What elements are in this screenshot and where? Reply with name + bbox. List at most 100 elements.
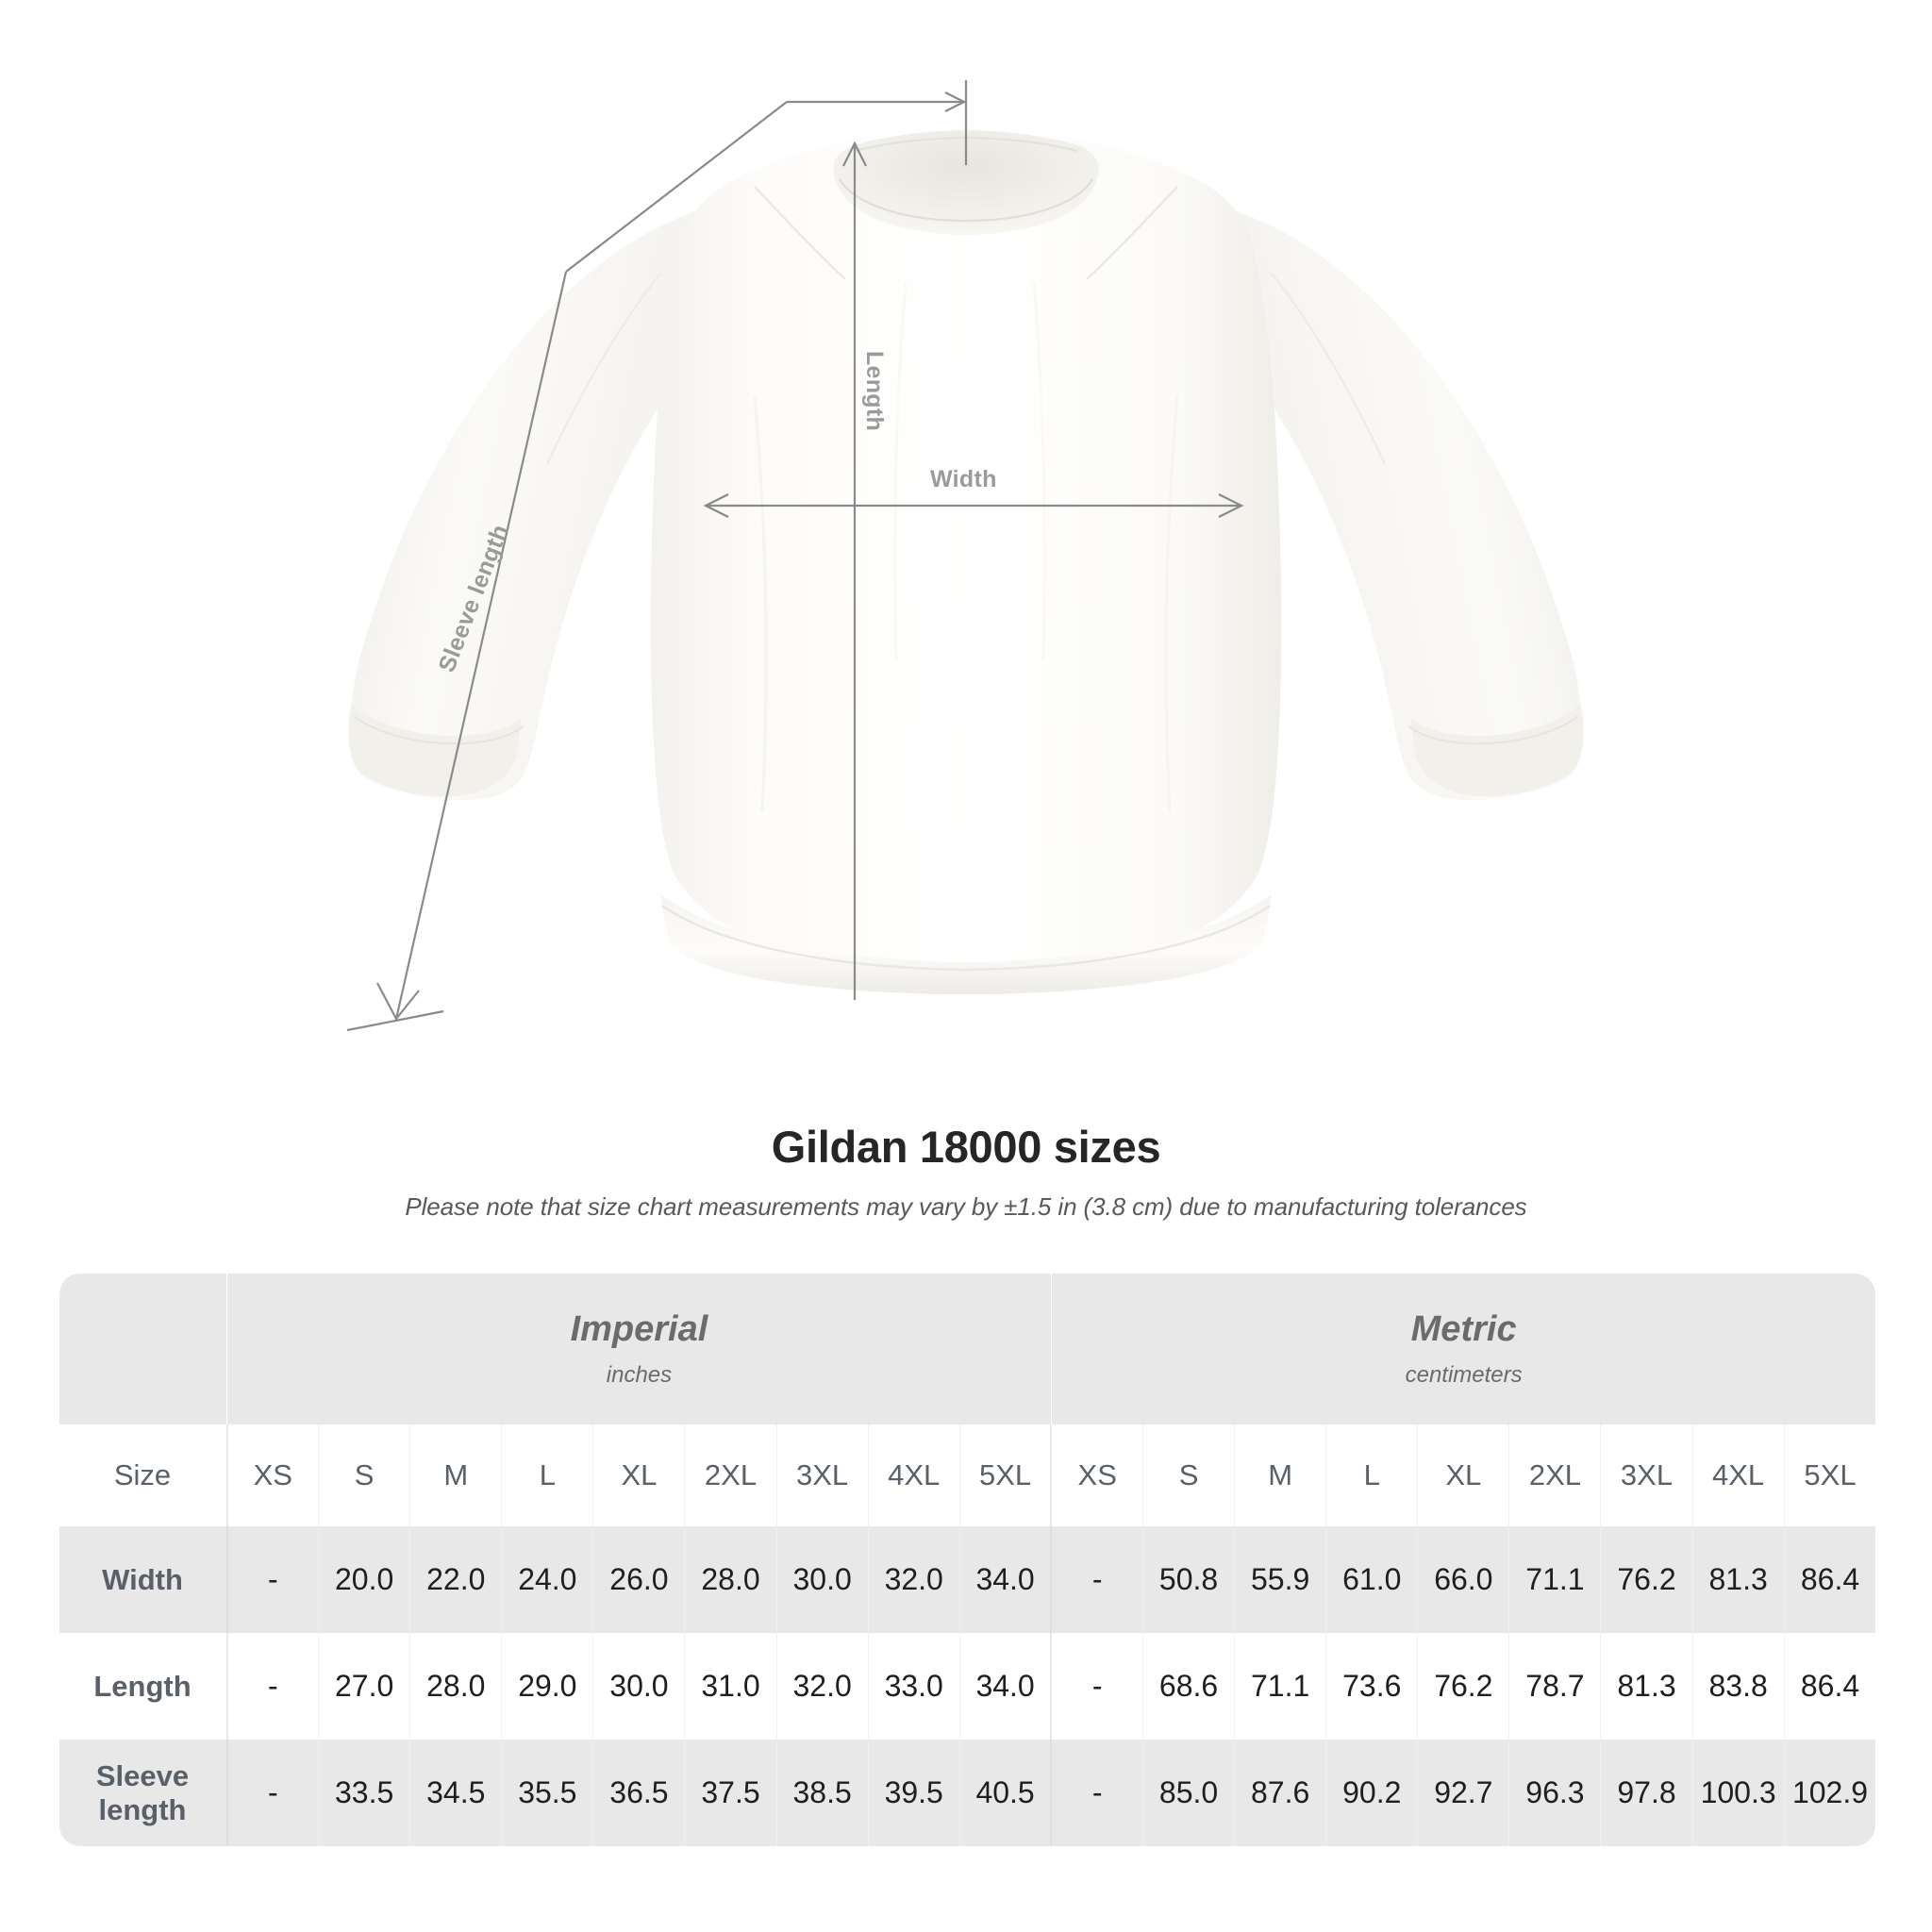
cell-width-met-xs: - [1050,1526,1143,1633]
measurement-guides [346,80,1244,1032]
cell-width-met-5xl: 86.4 [1783,1526,1876,1633]
unit-banner-row: Imperial inches Metric centimeters [58,1274,1876,1424]
sleeve-bottom-tick [346,1009,444,1032]
cell-sleeve-imp-l: 35.5 [501,1740,593,1846]
header-cell-imp-2xl: 2XL [684,1424,777,1526]
row-label-length: Length [58,1633,227,1740]
sleeve-guide-upper-diagonal [565,101,788,273]
cell-length-met-s: 68.6 [1141,1633,1235,1740]
cell-length-imp-xl: 30.0 [592,1633,685,1740]
metric-label: Metric [1410,1309,1517,1350]
arrowhead-down-sleeve [376,982,420,1021]
sweatshirt-shape [348,130,1584,994]
cell-width-imp-2xl: 28.0 [684,1526,777,1633]
cell-width-imp-s: 20.0 [318,1526,410,1633]
imperial-sublabel: inches [606,1361,673,1388]
cell-sleeve-imp-s: 33.5 [318,1740,410,1846]
cell-length-imp-2xl: 31.0 [684,1633,777,1740]
cell-sleeve-met-l: 90.2 [1325,1740,1418,1846]
header-cell-met-xs: XS [1050,1424,1143,1526]
header-cell-imp-xs: XS [225,1424,319,1526]
cell-width-met-3xl: 76.2 [1600,1526,1693,1633]
cell-sleeve-met-3xl: 97.8 [1600,1740,1693,1846]
header-cell-met-4xl: 4XL [1691,1424,1785,1526]
row-label-sleeve-length: Sleeve length [58,1740,227,1846]
header-cell-imp-m: M [409,1424,502,1526]
arrowhead-right-top [944,92,967,112]
sweatshirt-graphic [346,80,1584,1032]
arrowhead-left-width [703,493,729,518]
table-header-row: Size XS S M L XL 2XL 3XL 4XL 5XL XS S M … [58,1424,1876,1526]
cell-sleeve-met-2xl: 96.3 [1508,1740,1601,1846]
cell-width-imp-m: 22.0 [409,1526,502,1633]
header-cell-imp-l: L [501,1424,593,1526]
metric-unit-cell: Metric centimeters [1050,1274,1876,1424]
title-block: Gildan 18000 sizes Please note that size… [0,1123,1932,1222]
cell-sleeve-imp-xl: 36.5 [592,1740,685,1846]
cell-width-met-l: 61.0 [1325,1526,1418,1633]
cell-width-imp-xs: - [225,1526,319,1633]
cell-width-imp-5xl: 34.0 [958,1526,1052,1633]
row-label-width: Width [58,1526,227,1633]
cell-width-met-s: 50.8 [1141,1526,1235,1633]
sleeve-length-guide-line [394,271,568,1020]
table-row-length: Length - 27.0 28.0 29.0 30.0 31.0 32.0 3… [58,1633,1876,1740]
cell-length-imp-5xl: 34.0 [958,1633,1052,1740]
cell-sleeve-met-m: 87.6 [1234,1740,1326,1846]
cell-sleeve-imp-m: 34.5 [409,1740,502,1846]
cell-length-met-l: 73.6 [1325,1633,1418,1740]
cell-sleeve-met-xs: - [1050,1740,1143,1846]
cell-sleeve-met-s: 85.0 [1141,1740,1235,1846]
cell-width-met-m: 55.9 [1234,1526,1326,1633]
cell-width-imp-l: 24.0 [501,1526,593,1633]
page-subtitle: Please note that size chart measurements… [405,1191,1527,1221]
header-cell-met-l: L [1325,1424,1418,1526]
cell-sleeve-imp-3xl: 38.5 [775,1740,869,1846]
width-measurement-label: Width [930,466,997,492]
header-cell-met-2xl: 2XL [1508,1424,1601,1526]
metric-sublabel: centimeters [1405,1361,1523,1388]
header-cell-imp-5xl: 5XL [958,1424,1052,1526]
header-cell-met-3xl: 3XL [1600,1424,1693,1526]
cell-length-imp-l: 29.0 [501,1633,593,1740]
cell-width-imp-3xl: 30.0 [775,1526,869,1633]
cell-sleeve-imp-5xl: 40.5 [958,1740,1052,1846]
header-cell-size: Size [58,1424,227,1526]
cell-sleeve-met-4xl: 100.3 [1691,1740,1785,1846]
page-title: Gildan 18000 sizes [771,1122,1161,1172]
imperial-label: Imperial [570,1309,708,1350]
header-cell-imp-4xl: 4XL [867,1424,960,1526]
cell-length-met-2xl: 78.7 [1508,1633,1601,1740]
cell-length-imp-m: 28.0 [409,1633,502,1740]
cell-width-met-2xl: 71.1 [1508,1526,1601,1633]
cell-sleeve-imp-xs: - [225,1740,319,1846]
cell-sleeve-imp-2xl: 37.5 [684,1740,777,1846]
header-cell-met-5xl: 5XL [1783,1424,1876,1526]
cell-sleeve-met-5xl: 102.9 [1783,1740,1876,1846]
arrowhead-up-length [842,141,867,167]
header-cell-met-m: M [1234,1424,1326,1526]
cell-length-met-3xl: 81.3 [1600,1633,1693,1740]
cell-length-met-xl: 76.2 [1417,1633,1509,1740]
garment-illustration: Length Width Sleeve length [346,80,1584,1032]
size-chart-table: Imperial inches Metric centimeters Size … [58,1274,1876,1846]
cell-length-met-xs: - [1050,1633,1143,1740]
header-cell-imp-3xl: 3XL [775,1424,869,1526]
cell-width-met-xl: 66.0 [1417,1526,1509,1633]
unit-spacer-left [58,1274,227,1424]
length-measurement-label: Length [861,350,889,432]
imperial-unit-cell: Imperial inches [226,1274,1052,1424]
cell-length-met-m: 71.1 [1234,1633,1326,1740]
cell-length-imp-s: 27.0 [318,1633,410,1740]
header-cell-met-xl: XL [1417,1424,1509,1526]
header-cell-imp-xl: XL [592,1424,685,1526]
table-row-width: Width - 20.0 22.0 24.0 26.0 28.0 30.0 32… [58,1526,1876,1633]
cell-length-imp-3xl: 32.0 [775,1633,869,1740]
table-row-sleeve-length: Sleeve length - 33.5 34.5 35.5 36.5 37.5… [58,1740,1876,1846]
cell-length-met-5xl: 86.4 [1783,1633,1876,1740]
cell-width-imp-xl: 26.0 [592,1526,685,1633]
arrowhead-right-width [1218,493,1244,518]
size-chart-table-wrap: Imperial inches Metric centimeters Size … [58,1274,1876,1846]
cell-length-met-4xl: 83.8 [1691,1633,1785,1740]
